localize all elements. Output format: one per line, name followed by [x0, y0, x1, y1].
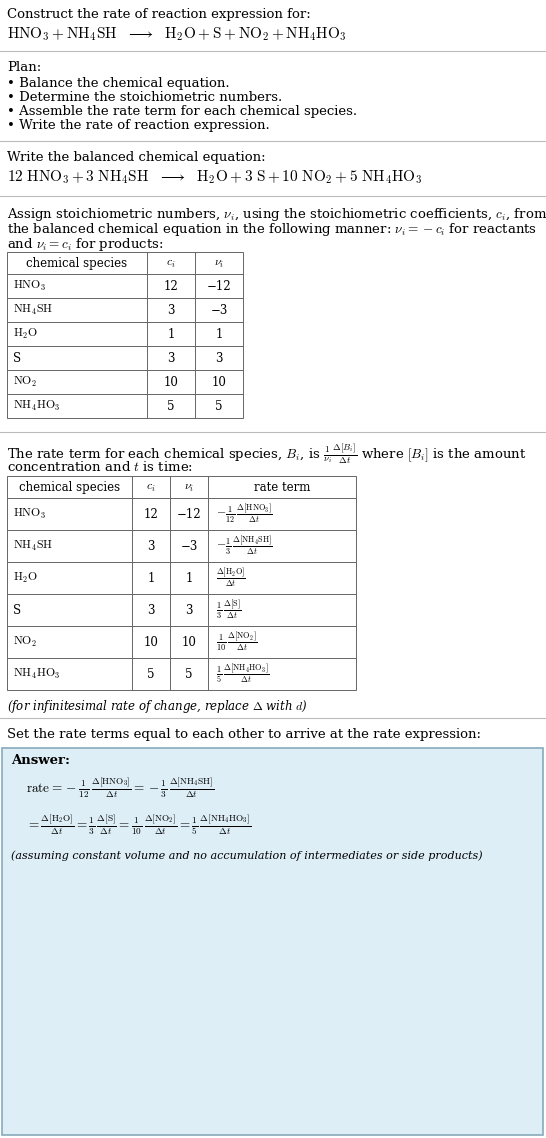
Text: $\mathrm{HNO_3}$: $\mathrm{HNO_3}$ [13, 506, 46, 521]
Text: $\frac{\Delta[\mathrm{H_2O}]}{\Delta t}$: $\frac{\Delta[\mathrm{H_2O}]}{\Delta t}$ [216, 567, 246, 589]
Text: $\mathrm{NO_2}$: $\mathrm{NO_2}$ [13, 376, 37, 389]
Text: 1: 1 [167, 328, 175, 340]
Text: $\mathrm{NO_2}$: $\mathrm{NO_2}$ [13, 635, 37, 649]
Text: Plan:: Plan: [7, 61, 41, 74]
Text: (assuming constant volume and no accumulation of intermediates or side products): (assuming constant volume and no accumul… [11, 850, 483, 860]
Text: $\mathrm{12\ HNO_3 + 3\ NH_4SH}$  $\longrightarrow$  $\mathrm{H_2O + 3\ S + 10\ : $\mathrm{12\ HNO_3 + 3\ NH_4SH}$ $\longr… [7, 168, 422, 185]
Text: −12: −12 [207, 280, 232, 292]
Text: −3: −3 [210, 304, 228, 316]
Bar [7, 251, 243, 418]
Text: 10: 10 [211, 376, 227, 388]
Text: $\mathrm{HNO_3}$: $\mathrm{HNO_3}$ [13, 279, 46, 292]
Text: 5: 5 [167, 399, 175, 412]
Text: concentration and $t$ is time:: concentration and $t$ is time: [7, 460, 193, 475]
Bar [7, 476, 356, 690]
Text: $\mathrm{H_2O}$: $\mathrm{H_2O}$ [13, 327, 38, 341]
Text: 1: 1 [185, 571, 193, 585]
Text: rate term: rate term [254, 480, 310, 494]
Text: $c_i$: $c_i$ [166, 256, 176, 270]
Text: • Balance the chemical equation.: • Balance the chemical equation. [7, 77, 230, 90]
FancyBboxPatch shape [2, 748, 543, 1135]
Text: Assign stoichiometric numbers, $\nu_i$, using the stoichiometric coefficients, $: Assign stoichiometric numbers, $\nu_i$, … [7, 206, 546, 223]
Text: 3: 3 [215, 352, 223, 364]
Text: Set the rate terms equal to each other to arrive at the rate expression:: Set the rate terms equal to each other t… [7, 728, 481, 741]
Text: Construct the rate of reaction expression for:: Construct the rate of reaction expressio… [7, 8, 311, 20]
Text: 3: 3 [147, 603, 155, 617]
Text: $\frac{1}{5}\,\frac{\Delta[\mathrm{NH_4HO_3}]}{\Delta t}$: $\frac{1}{5}\,\frac{\Delta[\mathrm{NH_4H… [216, 662, 269, 685]
Text: Answer:: Answer: [11, 754, 70, 767]
Text: $-\frac{1}{3}\,\frac{\Delta[\mathrm{NH_4SH}]}{\Delta t}$: $-\frac{1}{3}\,\frac{\Delta[\mathrm{NH_4… [216, 535, 273, 558]
Text: 3: 3 [185, 603, 193, 617]
Text: $\mathrm{NH_4HO_3}$: $\mathrm{NH_4HO_3}$ [13, 399, 61, 413]
Text: 5: 5 [185, 668, 193, 681]
Text: 12: 12 [144, 508, 158, 520]
Text: 10: 10 [144, 635, 158, 649]
Text: $\nu_i$: $\nu_i$ [184, 480, 194, 494]
Text: 5: 5 [147, 668, 155, 681]
Text: 3: 3 [147, 539, 155, 553]
Text: the balanced chemical equation in the following manner: $\nu_i = -c_i$ for react: the balanced chemical equation in the fo… [7, 221, 537, 238]
Text: $\mathrm{H_2O}$: $\mathrm{H_2O}$ [13, 571, 38, 585]
Text: −3: −3 [180, 539, 198, 553]
Text: $\frac{1}{10}\,\frac{\Delta[\mathrm{NO_2}]}{\Delta t}$: $\frac{1}{10}\,\frac{\Delta[\mathrm{NO_2… [216, 630, 257, 653]
Text: chemical species: chemical species [26, 256, 128, 270]
Text: and $\nu_i = c_i$ for products:: and $\nu_i = c_i$ for products: [7, 236, 163, 253]
Text: The rate term for each chemical species, $B_i$, is $\frac{1}{\nu_i}\frac{\Delta[: The rate term for each chemical species,… [7, 442, 526, 467]
Text: 3: 3 [167, 304, 175, 316]
Text: $\frac{1}{3}\,\frac{\Delta[\mathrm{S}]}{\Delta t}$: $\frac{1}{3}\,\frac{\Delta[\mathrm{S}]}{… [216, 599, 241, 621]
Text: −12: −12 [177, 508, 201, 520]
Text: S: S [13, 603, 21, 617]
Text: • Assemble the rate term for each chemical species.: • Assemble the rate term for each chemic… [7, 105, 357, 118]
Text: $\mathrm{rate} = -\frac{1}{12}\,\frac{\Delta[\mathrm{HNO_3}]}{\Delta t} = -\frac: $\mathrm{rate} = -\frac{1}{12}\,\frac{\D… [26, 776, 214, 800]
Text: chemical species: chemical species [19, 480, 120, 494]
Text: $\mathrm{NH_4SH}$: $\mathrm{NH_4SH}$ [13, 303, 53, 318]
Text: 5: 5 [215, 399, 223, 412]
Text: 10: 10 [164, 376, 179, 388]
Text: • Determine the stoichiometric numbers.: • Determine the stoichiometric numbers. [7, 91, 282, 104]
Text: (for infinitesimal rate of change, replace $\Delta$ with $d$): (for infinitesimal rate of change, repla… [7, 698, 308, 715]
Text: • Write the rate of reaction expression.: • Write the rate of reaction expression. [7, 119, 270, 132]
Text: 1: 1 [215, 328, 223, 340]
Text: 3: 3 [167, 352, 175, 364]
Text: $= \frac{\Delta[\mathrm{H_2O}]}{\Delta t} = \frac{1}{3}\,\frac{\Delta[\mathrm{S}: $= \frac{\Delta[\mathrm{H_2O}]}{\Delta t… [26, 813, 251, 836]
Text: $-\frac{1}{12}\,\frac{\Delta[\mathrm{HNO_3}]}{\Delta t}$: $-\frac{1}{12}\,\frac{\Delta[\mathrm{HNO… [216, 503, 272, 526]
Text: $\mathrm{NH_4HO_3}$: $\mathrm{NH_4HO_3}$ [13, 667, 61, 681]
Text: $\mathrm{HNO_3 + NH_4SH}$  $\longrightarrow$  $\mathrm{H_2O + S + NO_2 + NH_4HO_: $\mathrm{HNO_3 + NH_4SH}$ $\longrightarr… [7, 25, 347, 42]
Text: $\mathrm{NH_4SH}$: $\mathrm{NH_4SH}$ [13, 539, 53, 553]
Text: 10: 10 [182, 635, 197, 649]
Text: $\nu_i$: $\nu_i$ [214, 256, 224, 270]
Text: 1: 1 [147, 571, 155, 585]
Text: Write the balanced chemical equation:: Write the balanced chemical equation: [7, 151, 265, 164]
Text: S: S [13, 352, 21, 364]
Text: 12: 12 [164, 280, 179, 292]
Text: $c_i$: $c_i$ [146, 480, 156, 494]
